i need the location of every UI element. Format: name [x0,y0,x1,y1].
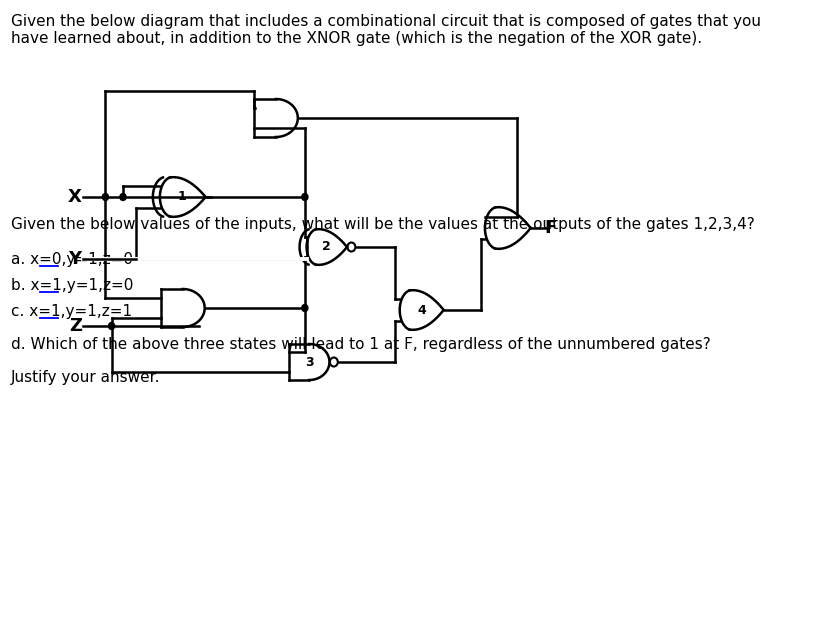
Circle shape [120,193,126,200]
Text: 3: 3 [305,356,313,369]
Text: F: F [544,219,557,237]
Text: Justify your answer.: Justify your answer. [11,370,160,385]
Text: Given the below values of the inputs, what will be the values at the outputs of : Given the below values of the inputs, wh… [11,217,754,232]
Text: Given the below diagram that includes a combinational circuit that is composed o: Given the below diagram that includes a … [11,14,760,46]
Circle shape [302,304,308,311]
Text: Z: Z [69,317,81,335]
Text: b. x=1,y=1,z=0: b. x=1,y=1,z=0 [11,278,133,293]
Text: Y: Y [69,250,81,268]
Text: 1: 1 [177,191,186,204]
Text: a. x=0,y=1,z=0: a. x=0,y=1,z=0 [11,252,133,267]
Text: 4: 4 [417,304,426,317]
Text: c. x=1,y=1,z=1: c. x=1,y=1,z=1 [11,304,132,319]
Text: 2: 2 [323,241,331,254]
Circle shape [102,193,108,200]
Circle shape [302,193,308,200]
Text: X: X [68,188,81,206]
Text: d. Which of the above three states will lead to 1 at F, regardless of the unnumb: d. Which of the above three states will … [11,337,711,352]
Circle shape [108,322,114,329]
